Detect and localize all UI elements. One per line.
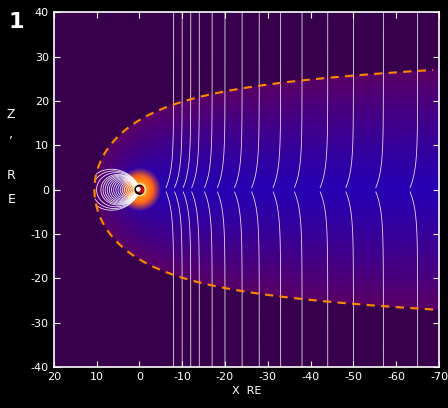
Text: E: E: [7, 193, 15, 206]
Text: ,: ,: [9, 128, 13, 141]
Text: Z: Z: [7, 108, 15, 121]
Circle shape: [135, 185, 144, 194]
Text: 1: 1: [9, 12, 25, 32]
Text: R: R: [7, 169, 16, 182]
Circle shape: [137, 188, 140, 191]
Circle shape: [138, 187, 143, 193]
X-axis label: X  RE: X RE: [232, 386, 261, 396]
